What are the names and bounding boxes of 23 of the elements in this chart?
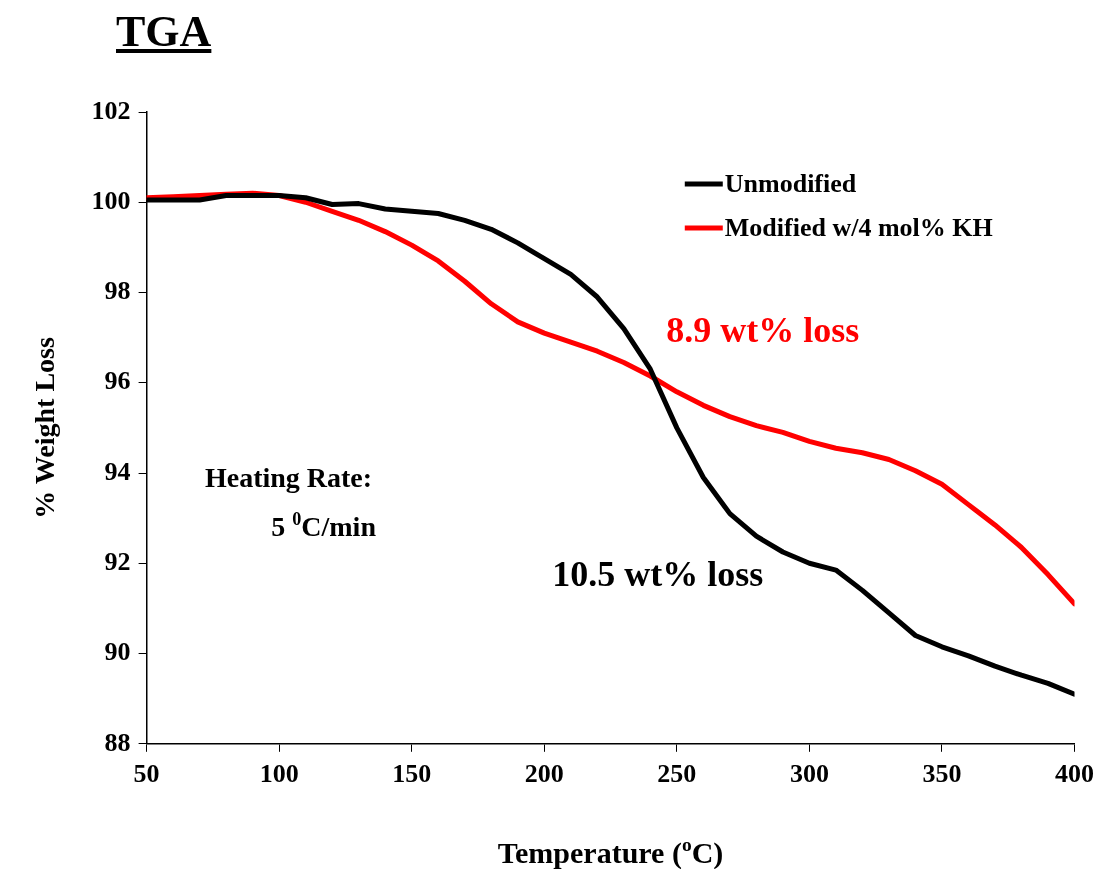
legend-label: Unmodified	[724, 169, 857, 198]
x-tick-label: 100	[259, 759, 299, 789]
y-tick-label: 88	[104, 727, 131, 757]
x-tick-label: 200	[524, 759, 564, 789]
y-axis-title: % Weight Loss	[29, 337, 61, 519]
x-tick-label: 50	[133, 759, 160, 789]
x-tick-label: 400	[1055, 759, 1094, 789]
y-tick-label: 96	[104, 366, 131, 396]
annotation: Heating Rate:	[204, 461, 373, 493]
y-tick-label: 90	[104, 637, 131, 667]
annotation: 10.5 wt% loss	[552, 553, 764, 594]
y-tick-label: 100	[91, 185, 131, 215]
chart-title: TGA	[116, 6, 212, 57]
annotation: 8.9 wt% loss	[666, 310, 860, 351]
y-tick-label: 94	[104, 456, 131, 486]
x-tick-label: 150	[392, 759, 432, 789]
y-tick-label: 98	[104, 276, 131, 306]
y-tick-label: 102	[91, 95, 131, 125]
x-tick-label: 300	[789, 759, 829, 789]
x-tick-label: 350	[922, 759, 962, 789]
x-tick-label: 250	[657, 759, 697, 789]
legend-label: Modified w/4 mol% KH	[724, 213, 993, 242]
y-tick-label: 92	[104, 547, 131, 576]
